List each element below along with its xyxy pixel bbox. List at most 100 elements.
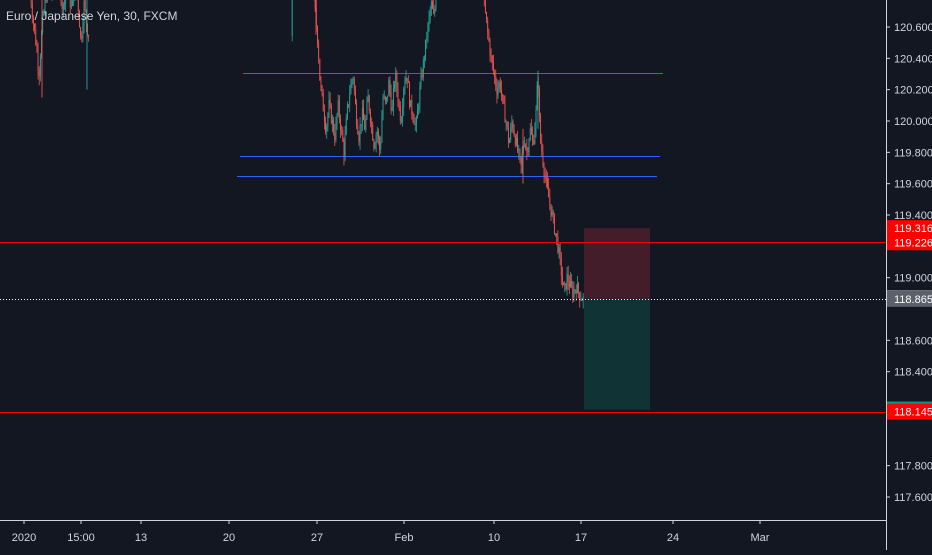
candle-body	[509, 140, 510, 143]
y-tick-label: 120.000	[894, 116, 932, 128]
x-tick-label: 24	[667, 532, 679, 544]
candle-body	[506, 122, 508, 128]
x-tick-label: Feb	[395, 532, 414, 544]
candle-body	[410, 100, 412, 107]
candle-body	[555, 233, 556, 235]
candle-body	[343, 141, 345, 157]
candle-body	[323, 111, 325, 122]
candle-body	[550, 204, 552, 216]
candle-body	[489, 40, 491, 56]
candle-body	[361, 108, 363, 125]
candle-body	[502, 94, 504, 97]
candle-body	[405, 77, 407, 84]
candle-body	[511, 121, 513, 128]
candle-body	[352, 78, 354, 80]
candle-body	[329, 99, 331, 106]
candle-body	[535, 109, 537, 129]
candle-body	[564, 283, 566, 286]
candle-body	[573, 290, 575, 298]
candle-body	[378, 131, 379, 138]
candle-body	[384, 96, 386, 101]
candle-body	[330, 105, 332, 124]
candle-body	[349, 94, 351, 105]
candle-body	[487, 19, 489, 32]
candle-body	[418, 105, 420, 111]
candle-body	[88, 34, 90, 37]
y-tick-label: 119.800	[894, 147, 932, 159]
candle-body	[556, 233, 558, 237]
candle-body	[512, 121, 514, 130]
candle-body	[403, 88, 405, 108]
candle-body	[351, 79, 353, 84]
price-tag	[887, 290, 932, 307]
candle-body	[526, 147, 528, 152]
y-tick-label: 119.600	[894, 179, 932, 191]
candle-body	[328, 99, 330, 115]
candle-body	[415, 118, 417, 125]
candle-body	[321, 85, 323, 93]
candle-body	[421, 75, 423, 78]
candle-body	[528, 139, 530, 152]
y-tick-label: 119.000	[894, 273, 932, 285]
candle-body	[505, 122, 507, 124]
y-tick-label: 119.400	[894, 210, 932, 222]
candle-body	[540, 114, 542, 142]
candle-body	[552, 211, 554, 215]
candle-body	[372, 124, 374, 141]
candle-body	[320, 80, 322, 86]
y-tick-label: 120.200	[894, 85, 932, 97]
candle-body	[336, 114, 338, 124]
x-tick-label: 17	[575, 532, 587, 544]
candle-body	[580, 299, 582, 301]
candle-body	[399, 105, 401, 122]
candle-body	[518, 149, 520, 151]
candle-body	[419, 87, 421, 106]
candle-body	[72, 0, 73, 6]
candle-body	[387, 95, 389, 98]
price-tag-label: 118.145	[894, 407, 932, 419]
candle-body	[325, 121, 326, 132]
candle-body	[391, 107, 393, 111]
candle-body	[386, 97, 387, 101]
candle-body	[367, 95, 369, 103]
candle-body	[428, 15, 430, 25]
candle-body	[314, 0, 316, 9]
candle-body	[435, 0, 437, 10]
candle-body	[61, 2, 63, 10]
candle-body	[348, 104, 349, 106]
x-tick-label: 20	[223, 532, 235, 544]
candle-body	[504, 102, 506, 123]
candle-body	[575, 289, 577, 294]
candle-body	[319, 58, 321, 81]
candle-body	[318, 43, 320, 59]
candle-body	[383, 96, 385, 98]
candle-body	[404, 83, 406, 89]
candle-body	[358, 133, 360, 142]
candle-body	[60, 0, 62, 3]
candle-body	[83, 0, 85, 25]
candle-body	[433, 8, 435, 14]
candle-body	[525, 144, 527, 148]
candle-body	[394, 83, 395, 89]
candle-body	[353, 78, 355, 90]
candle-body	[381, 118, 383, 143]
candle-body	[340, 118, 341, 131]
candle-body	[333, 120, 335, 133]
candle-body	[411, 100, 413, 114]
candle-body	[417, 110, 418, 119]
candle-body	[39, 57, 41, 77]
candle-body	[401, 120, 402, 122]
candle-body	[533, 140, 535, 144]
candle-body	[571, 280, 573, 287]
candle-body	[579, 292, 581, 300]
candle-body	[514, 135, 516, 145]
candle-body	[495, 76, 497, 87]
candle-body	[534, 128, 536, 144]
candle-body	[490, 55, 492, 57]
candle-body	[536, 85, 538, 110]
candle-body	[517, 137, 519, 151]
candle-body	[82, 24, 84, 39]
candle-body	[559, 247, 561, 258]
